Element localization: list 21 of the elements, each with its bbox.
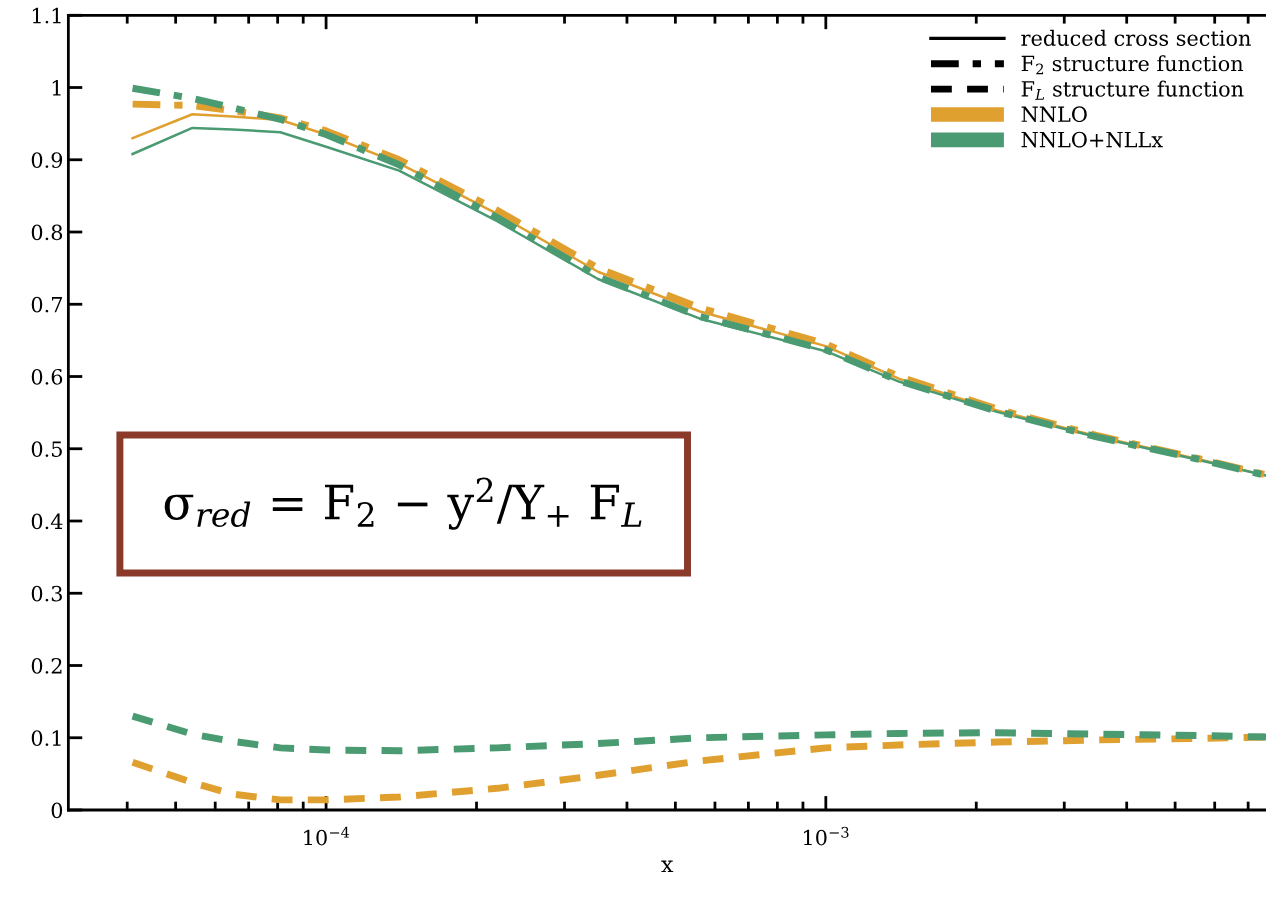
annotation: reduced cross section: [1021, 29, 1251, 46]
legend-label: NNLO: [1021, 106, 1087, 123]
y-tick-label: 0.6: [31, 368, 63, 385]
y-tick-label: 0.5: [31, 441, 62, 457]
text: σ$_{red}$ = F$_{2}$ − y$^{2}$/Y$_{+}$ F$_{L}$: [164, 477, 642, 530]
y-tick-label: 1: [52, 79, 61, 96]
x-tick-label: 10$^{−3}$: [803, 826, 849, 846]
y-tick-label: 1.1: [32, 7, 61, 24]
y-tick-label: 0.4: [31, 513, 63, 530]
x-axis-title: x: [661, 860, 674, 873]
y-tick-label: 0.1: [31, 730, 61, 746]
legend-label: NNLO+NLLx: [1021, 131, 1163, 148]
annotation: F$_{2}$ structure function: [1021, 55, 1244, 75]
y-tick-label: 0: [51, 802, 63, 819]
y-tick-label: 0.7: [31, 296, 62, 313]
annotation: F$_{L}$ structure function: [1021, 80, 1244, 100]
y-tick-label: 0.9: [31, 152, 63, 168]
y-tick-label: 0.2: [31, 657, 62, 674]
y-tick-label: 0.3: [31, 585, 62, 602]
x-tick-label: 10$^{−4}$: [304, 826, 350, 846]
y-tick-label: 0.8: [31, 224, 63, 241]
